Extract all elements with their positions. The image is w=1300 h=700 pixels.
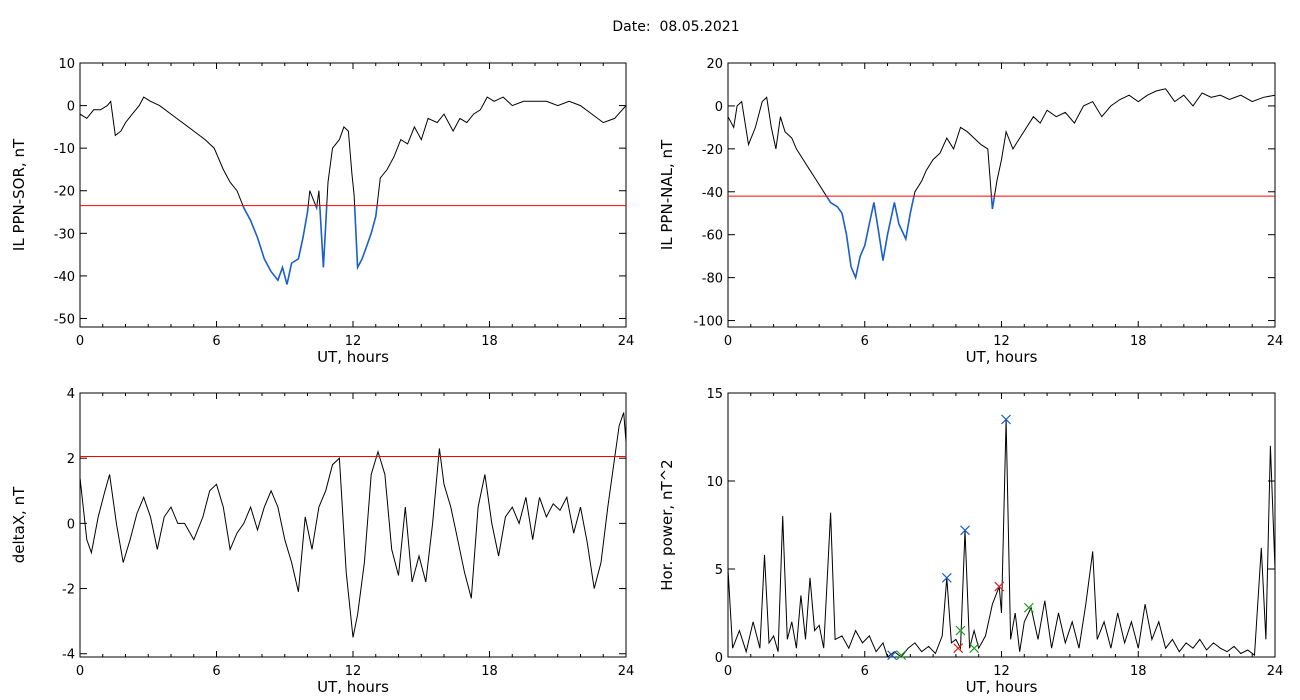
x-tick-label-power: 6	[861, 664, 869, 679]
y-tick-label-nal: -80	[702, 272, 723, 287]
y-tick-label-power: 15	[706, 387, 723, 402]
y-tick-label-sor: -30	[54, 227, 75, 242]
x-tick-label-sor: 0	[76, 334, 84, 349]
peak-marker-power	[955, 625, 966, 636]
x-tick-label-deltax: 12	[345, 664, 362, 679]
y-axis-label-sor: IL PPN-SOR, nT	[10, 138, 28, 251]
x-axis-label-power: UT, hours	[966, 678, 1038, 696]
y-tick-label-sor: 0	[67, 100, 75, 115]
y-tick-label-power: 5	[715, 563, 723, 578]
x-tick-label-sor: 18	[481, 334, 498, 349]
x-tick-label-deltax: 18	[481, 664, 498, 679]
peak-marker-power	[941, 572, 952, 583]
peak-marker-power	[1001, 414, 1011, 425]
plot-frame-sor	[79, 62, 627, 328]
peak-marker-power	[1023, 602, 1034, 613]
y-tick-label-sor: -40	[54, 270, 75, 285]
y-axis-label-nal: IL PPN-NAL, nT	[658, 139, 676, 250]
y-tick-label-deltax: 0	[67, 517, 75, 532]
x-axis-label-deltax: UT, hours	[317, 678, 389, 696]
x-tick-label-power: 0	[724, 664, 732, 679]
y-tick-label-deltax: -4	[62, 648, 75, 663]
y-tick-label-sor: -20	[54, 185, 75, 200]
series-highlight-nal	[825, 196, 996, 281]
series-line-nal	[728, 88, 1275, 280]
y-tick-label-nal: -20	[702, 143, 723, 158]
y-tick-label-deltax: 4	[67, 387, 75, 402]
x-axis-label-nal: UT, hours	[966, 348, 1038, 366]
plot-frame-power	[727, 392, 1276, 658]
x-tick-label-nal: 24	[1267, 334, 1284, 349]
x-tick-label-nal: 12	[993, 334, 1010, 349]
plot-frame-deltax	[79, 392, 627, 658]
series-highlight-sor	[242, 205, 378, 285]
y-tick-label-sor: -50	[54, 312, 75, 327]
y-axis-label-power: Hor. power, nT^2	[658, 459, 676, 590]
peak-marker-power	[994, 581, 1005, 592]
x-tick-label-deltax: 6	[212, 664, 220, 679]
x-tick-label-deltax: 24	[618, 664, 635, 679]
y-tick-label-nal: 20	[706, 57, 723, 72]
series-line-deltax	[80, 412, 626, 638]
peak-marker-power	[960, 525, 970, 536]
peak-marker-power	[887, 650, 898, 661]
x-tick-label-nal: 6	[861, 334, 869, 349]
peak-marker-power	[969, 643, 980, 654]
x-tick-label-nal: 18	[1130, 334, 1147, 349]
y-axis-label-deltax: deltaX, nT	[10, 486, 28, 563]
x-tick-label-deltax: 0	[76, 664, 84, 679]
page-title: Date: 08.05.2021	[612, 19, 740, 35]
y-tick-label-power: 0	[715, 651, 723, 666]
x-tick-label-nal: 0	[724, 334, 732, 349]
peak-marker-power	[896, 650, 907, 661]
y-tick-label-nal: -40	[702, 186, 723, 201]
series-line-power	[728, 419, 1275, 657]
x-tick-label-sor: 6	[212, 334, 220, 349]
y-tick-label-deltax: 2	[67, 452, 75, 467]
y-tick-label-nal: 0	[715, 100, 723, 115]
x-tick-label-power: 12	[993, 664, 1010, 679]
peak-marker-power	[953, 643, 964, 654]
x-tick-label-sor: 12	[345, 334, 362, 349]
y-tick-label-power: 10	[706, 475, 723, 490]
x-tick-label-power: 18	[1130, 664, 1147, 679]
y-tick-label-nal: -100	[693, 315, 723, 330]
y-tick-label-sor: -10	[54, 142, 75, 157]
y-tick-label-sor: 10	[58, 57, 75, 72]
y-tick-label-deltax: -2	[62, 583, 75, 598]
plot-frame-nal	[727, 62, 1276, 328]
x-axis-label-sor: UT, hours	[317, 348, 389, 366]
y-tick-label-nal: -60	[702, 229, 723, 244]
x-tick-label-sor: 24	[618, 334, 635, 349]
series-line-sor	[80, 96, 626, 285]
x-tick-label-power: 24	[1267, 664, 1284, 679]
